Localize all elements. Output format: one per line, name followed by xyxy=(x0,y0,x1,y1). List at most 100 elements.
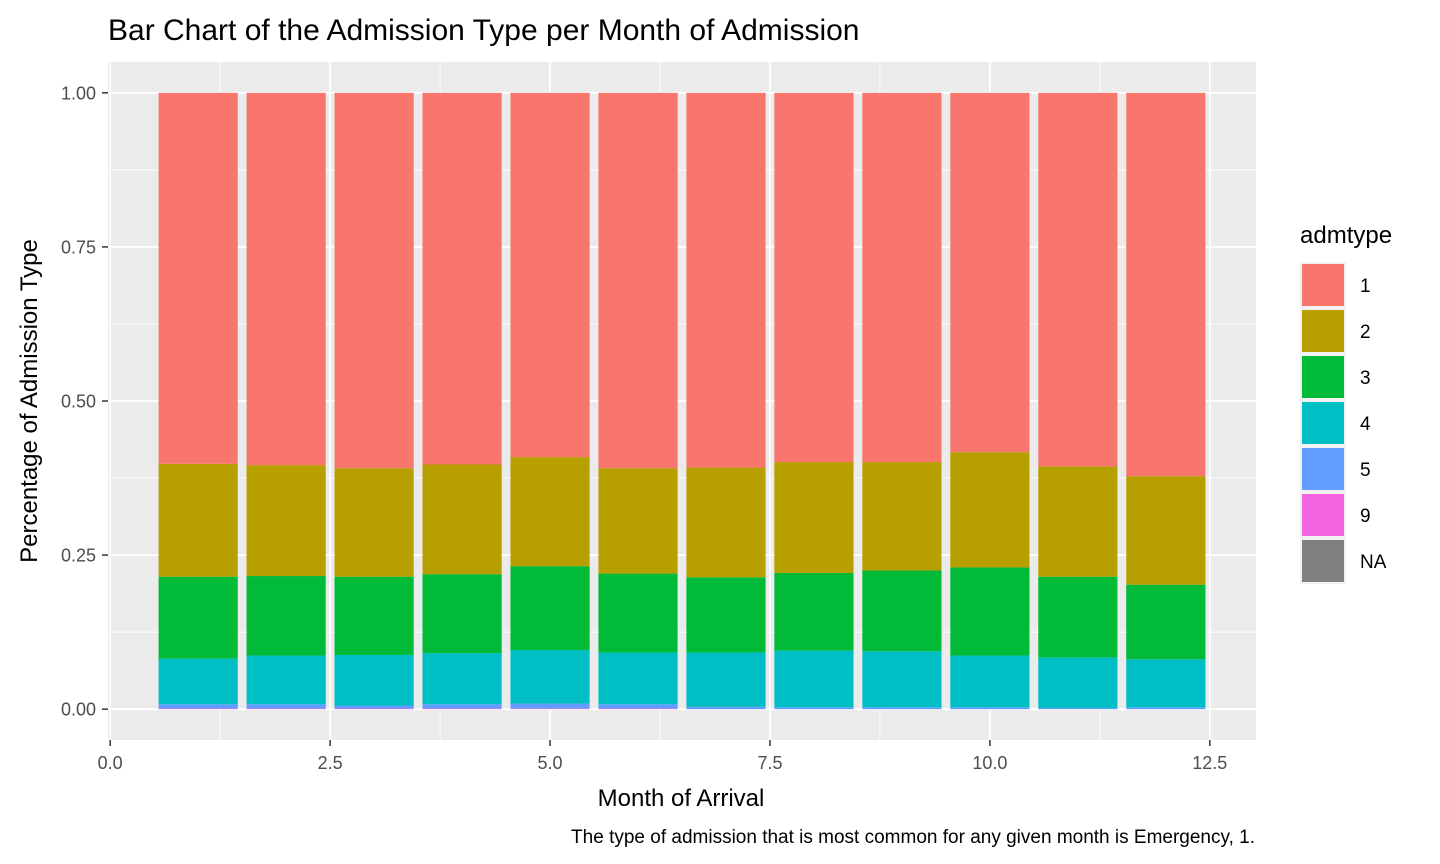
legend-key-swatch xyxy=(1302,448,1344,490)
bar-segment-month-4-type-4 xyxy=(422,653,502,705)
bar-segment-month-5-type-2 xyxy=(510,457,590,567)
bar-segment-month-7-type-4 xyxy=(686,652,766,707)
bar-segment-month-1-type-4 xyxy=(158,658,238,705)
bar-segment-month-8-type-1 xyxy=(774,92,854,463)
bar-segment-month-10-type-3 xyxy=(950,567,1030,656)
legend-label: NA xyxy=(1360,552,1387,573)
bar-segment-month-5-type-5 xyxy=(510,703,590,709)
bar-segment-month-1-type-1 xyxy=(158,92,238,464)
bar-segment-month-7-type-5 xyxy=(686,706,766,710)
chart-caption: The type of admission that is most commo… xyxy=(571,827,1255,848)
bar-segment-month-11-type-3 xyxy=(1038,576,1118,658)
x-tick-label: 10.0 xyxy=(972,753,1007,773)
y-tick-label: 0.75 xyxy=(61,237,96,257)
bar-segment-month-4-type-3 xyxy=(422,574,502,654)
bar-segment-month-12-type-1 xyxy=(1126,92,1206,477)
bar-segment-month-2-type-9 xyxy=(246,708,326,710)
legend-key-swatch xyxy=(1302,540,1344,582)
bar-segment-month-1-type-5 xyxy=(158,704,238,709)
bar-segment-month-2-type-1 xyxy=(246,92,326,466)
bar-segment-month-8-type-3 xyxy=(774,572,854,651)
y-axis: 0.00 0.25 0.50 0.75 1.00 xyxy=(61,83,108,720)
bar-segment-month-7-type-2 xyxy=(686,467,766,578)
bar-segment-month-4-type-1 xyxy=(422,92,502,465)
x-tick-label: 12.5 xyxy=(1192,753,1227,773)
bar-segment-month-7-type-1 xyxy=(686,92,766,468)
x-tick-label: 5.0 xyxy=(538,753,563,773)
legend-label: 4 xyxy=(1360,414,1371,435)
bar-segment-month-3-type-3 xyxy=(334,576,414,655)
x-axis: 0.0 2.5 5.0 7.5 10.0 12.5 xyxy=(98,740,1227,773)
legend-title: admtype xyxy=(1300,222,1392,249)
bar-segment-month-1-type-3 xyxy=(158,576,238,659)
bar-segment-month-5-type-1 xyxy=(510,92,590,458)
x-tick-label: 0.0 xyxy=(98,753,123,773)
legend-label: 3 xyxy=(1360,368,1371,389)
bar-segment-month-6-type-4 xyxy=(598,652,678,705)
bar-segment-month-6-type-9 xyxy=(598,708,678,710)
bar-segment-month-3-type-5 xyxy=(334,705,414,709)
stacked-bars xyxy=(158,92,1206,710)
bar-segment-month-1-type-9 xyxy=(158,708,238,710)
bar-segment-month-8-type-4 xyxy=(774,650,854,708)
bar-segment-month-12-type-4 xyxy=(1126,659,1206,708)
bar-segment-month-5-type-9 xyxy=(510,708,590,710)
bar-segment-month-3-type-1 xyxy=(334,92,414,469)
y-tick-label: 0.25 xyxy=(61,546,96,566)
legend-key-swatch xyxy=(1302,310,1344,352)
legend-label: 2 xyxy=(1360,322,1371,343)
legend-key-swatch xyxy=(1302,402,1344,444)
bar-segment-month-1-type-2 xyxy=(158,463,238,577)
bar-segment-month-9-type-1 xyxy=(862,92,942,463)
bar-segment-month-8-type-2 xyxy=(774,462,854,573)
bar-segment-month-11-type-1 xyxy=(1038,92,1118,467)
bar-segment-month-11-type-5 xyxy=(1038,707,1118,710)
bar-segment-month-2-type-4 xyxy=(246,655,326,705)
y-tick-label: 1.00 xyxy=(61,83,96,103)
bar-segment-month-5-type-3 xyxy=(510,566,590,651)
legend: admtype 1 2 3 4 5 9 NA xyxy=(1300,222,1392,584)
bar-segment-month-8-type-5 xyxy=(774,707,854,710)
x-tick-label: 2.5 xyxy=(318,753,343,773)
y-tick-label: 0.00 xyxy=(61,700,96,720)
bar-segment-month-12-type-5 xyxy=(1126,707,1206,710)
bar-segment-month-9-type-4 xyxy=(862,651,942,708)
bar-segment-month-5-type-4 xyxy=(510,650,590,704)
bar-segment-month-12-type-3 xyxy=(1126,584,1206,660)
bar-segment-month-4-type-9 xyxy=(422,708,502,710)
chart-title: Bar Chart of the Admission Type per Mont… xyxy=(108,14,860,47)
bar-segment-month-11-type-4 xyxy=(1038,657,1118,708)
legend-key-swatch xyxy=(1302,356,1344,398)
bar-segment-month-9-type-3 xyxy=(862,570,942,652)
bar-segment-month-10-type-2 xyxy=(950,452,1030,568)
bar-segment-month-3-type-2 xyxy=(334,468,414,577)
x-tick-label: 7.5 xyxy=(757,753,782,773)
bar-segment-month-10-type-5 xyxy=(950,707,1030,710)
bar-segment-month-2-type-5 xyxy=(246,704,326,709)
bar-segment-month-12-type-2 xyxy=(1126,476,1206,585)
bar-segment-month-9-type-2 xyxy=(862,462,942,571)
bar-segment-month-3-type-4 xyxy=(334,654,414,706)
bar-segment-month-9-type-5 xyxy=(862,707,942,710)
bar-segment-month-6-type-3 xyxy=(598,573,678,653)
legend-label: 9 xyxy=(1360,506,1371,527)
legend-label: 1 xyxy=(1360,276,1371,297)
bar-segment-month-11-type-2 xyxy=(1038,466,1118,577)
x-axis-title: Month of Arrival xyxy=(598,785,765,812)
bar-segment-month-3-type-9 xyxy=(334,708,414,710)
bar-segment-month-4-type-5 xyxy=(422,704,502,709)
y-axis-title: Percentage of Admission Type xyxy=(16,239,43,563)
bar-segment-month-2-type-3 xyxy=(246,576,326,656)
bar-segment-month-2-type-2 xyxy=(246,465,326,577)
bar-segment-month-10-type-1 xyxy=(950,92,1030,453)
bar-segment-month-10-type-4 xyxy=(950,655,1030,708)
bar-segment-month-7-type-3 xyxy=(686,577,766,653)
bar-segment-month-6-type-1 xyxy=(598,92,678,469)
bar-segment-month-6-type-2 xyxy=(598,468,678,574)
bar-segment-month-4-type-2 xyxy=(422,464,502,575)
legend-label: 5 xyxy=(1360,460,1371,481)
bar-segment-month-6-type-5 xyxy=(598,704,678,709)
legend-key-swatch xyxy=(1302,494,1344,536)
legend-key-swatch xyxy=(1302,264,1344,306)
